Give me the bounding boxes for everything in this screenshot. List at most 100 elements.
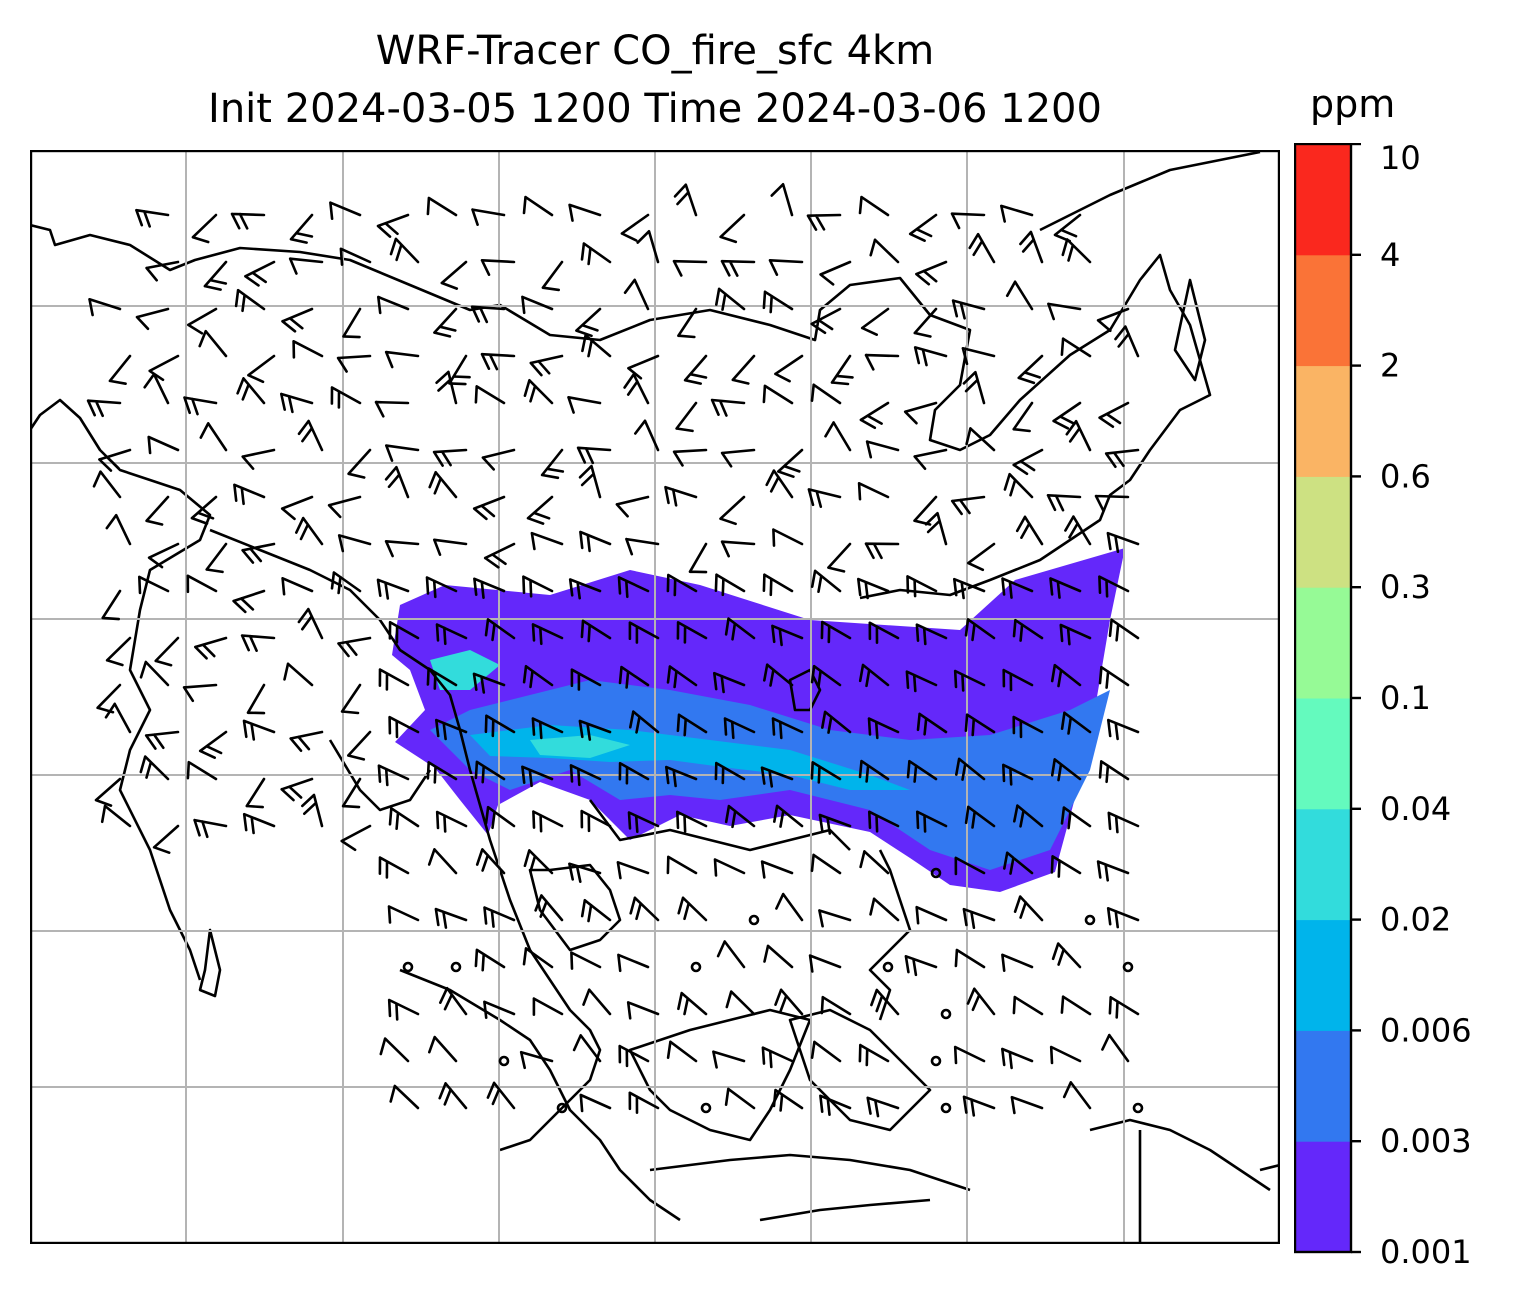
wind-barb bbox=[675, 401, 698, 433]
wind-barb-calm bbox=[940, 1102, 952, 1114]
wind-barb bbox=[1060, 711, 1092, 735]
wind-barb bbox=[280, 777, 314, 802]
wind-barb bbox=[388, 621, 420, 644]
wind-barb bbox=[1108, 996, 1140, 1019]
wind-barb bbox=[1060, 995, 1092, 1016]
wind-barb bbox=[1094, 494, 1130, 512]
wind-barb-calm bbox=[498, 1055, 510, 1067]
wind-barb bbox=[182, 683, 218, 703]
wind-barb bbox=[187, 307, 218, 335]
colorbar-label: 0.3 bbox=[1380, 568, 1431, 606]
wind-barb bbox=[772, 1088, 804, 1112]
wind-barb bbox=[731, 354, 756, 385]
wind-barb bbox=[867, 717, 900, 740]
wind-barb bbox=[915, 623, 948, 646]
wind-barb bbox=[426, 196, 458, 217]
colorbar-band bbox=[1295, 1030, 1351, 1142]
wind-barb bbox=[666, 573, 698, 597]
wind-barb bbox=[636, 230, 660, 264]
wind-barb bbox=[864, 542, 900, 560]
wind-barb bbox=[193, 818, 228, 839]
colorbar-band bbox=[1295, 476, 1351, 588]
wind-barb bbox=[1002, 668, 1034, 692]
wind-barb bbox=[676, 713, 708, 737]
wind-barb bbox=[864, 353, 900, 371]
wind-barb bbox=[924, 511, 948, 546]
wind-barb bbox=[1096, 307, 1130, 333]
wind-barb bbox=[904, 955, 938, 977]
wind-barb bbox=[623, 373, 650, 405]
wind-barb bbox=[534, 894, 564, 922]
wind-barb bbox=[531, 717, 564, 740]
wind-barb bbox=[724, 617, 756, 641]
wind-barb bbox=[953, 577, 986, 600]
wind-barb bbox=[629, 710, 660, 734]
wind-barb bbox=[628, 621, 660, 644]
wind-barb bbox=[915, 260, 948, 286]
wind-barb bbox=[241, 542, 276, 564]
wind-barb bbox=[568, 862, 602, 883]
wind-barb bbox=[774, 988, 804, 1016]
wind-barb bbox=[183, 396, 218, 416]
wind-barb bbox=[1062, 1081, 1092, 1110]
wind-barb bbox=[86, 399, 122, 418]
wind-barb bbox=[1106, 531, 1140, 553]
wind-barb bbox=[242, 812, 276, 835]
wind-barb bbox=[329, 201, 362, 220]
wind-barb bbox=[713, 671, 746, 694]
wind-barb bbox=[108, 354, 132, 385]
wind-barb bbox=[1012, 401, 1034, 433]
chart-subtitle: Init 2024-03-05 1200 Time 2024-03-06 120… bbox=[208, 86, 1102, 132]
wind-barb bbox=[579, 530, 612, 553]
wind-barb-calm bbox=[690, 961, 702, 973]
wind-barb bbox=[858, 759, 890, 783]
wind-barb bbox=[384, 350, 420, 369]
wind-barb bbox=[426, 761, 458, 784]
wind-barb bbox=[330, 571, 362, 595]
wind-barb bbox=[337, 636, 372, 658]
wind-barb bbox=[523, 379, 554, 405]
wind-barb bbox=[582, 988, 612, 1016]
colorbar-label: 0.04 bbox=[1380, 790, 1451, 828]
wind-barb bbox=[905, 670, 938, 693]
wind-barb bbox=[474, 760, 506, 784]
wind-barb bbox=[385, 444, 420, 462]
wind-barb bbox=[289, 213, 314, 244]
wind-barb bbox=[1065, 419, 1092, 452]
wind-barb bbox=[716, 940, 746, 969]
wind-barb bbox=[1098, 575, 1130, 598]
wind-barb bbox=[869, 238, 900, 264]
wind-barb bbox=[818, 813, 852, 835]
wind-barb bbox=[617, 953, 650, 973]
wind-barb bbox=[616, 861, 650, 880]
colorbar: 0.001 0.003 0.006 0.02 0.04 0.1 0.3 0.6 2 4 10 bbox=[1294, 143, 1472, 1271]
wind-barb bbox=[470, 305, 506, 324]
wind-barb bbox=[486, 1081, 516, 1110]
wind-barb bbox=[388, 807, 420, 830]
wind-barb bbox=[820, 995, 852, 1016]
wind-barb bbox=[719, 213, 746, 244]
wind-barb bbox=[1003, 472, 1034, 499]
wind-barb bbox=[1046, 494, 1082, 512]
wind-barb bbox=[916, 810, 948, 833]
wind-barb bbox=[1013, 804, 1044, 828]
wind-barb bbox=[810, 307, 842, 335]
wind-barb bbox=[807, 488, 842, 508]
wind-barb bbox=[340, 824, 372, 852]
wind-barb bbox=[806, 213, 842, 231]
colorbar-band bbox=[1295, 808, 1351, 921]
wind-barb bbox=[1001, 1047, 1034, 1070]
wind-barb bbox=[378, 856, 410, 879]
coastlines bbox=[30, 150, 1280, 1244]
colorbar-label: 0.001 bbox=[1380, 1233, 1472, 1271]
wind-barb bbox=[472, 495, 506, 521]
wind-barb bbox=[244, 260, 276, 287]
wind-barb bbox=[677, 991, 708, 1016]
wind-barb bbox=[712, 1050, 746, 1069]
wind-barb bbox=[870, 988, 900, 1016]
wind-barb bbox=[1064, 515, 1092, 546]
wind-barb bbox=[713, 858, 746, 877]
colorbar-label: 0.003 bbox=[1380, 1122, 1472, 1160]
wind-barb bbox=[1060, 337, 1092, 358]
wind-barb bbox=[666, 855, 698, 875]
